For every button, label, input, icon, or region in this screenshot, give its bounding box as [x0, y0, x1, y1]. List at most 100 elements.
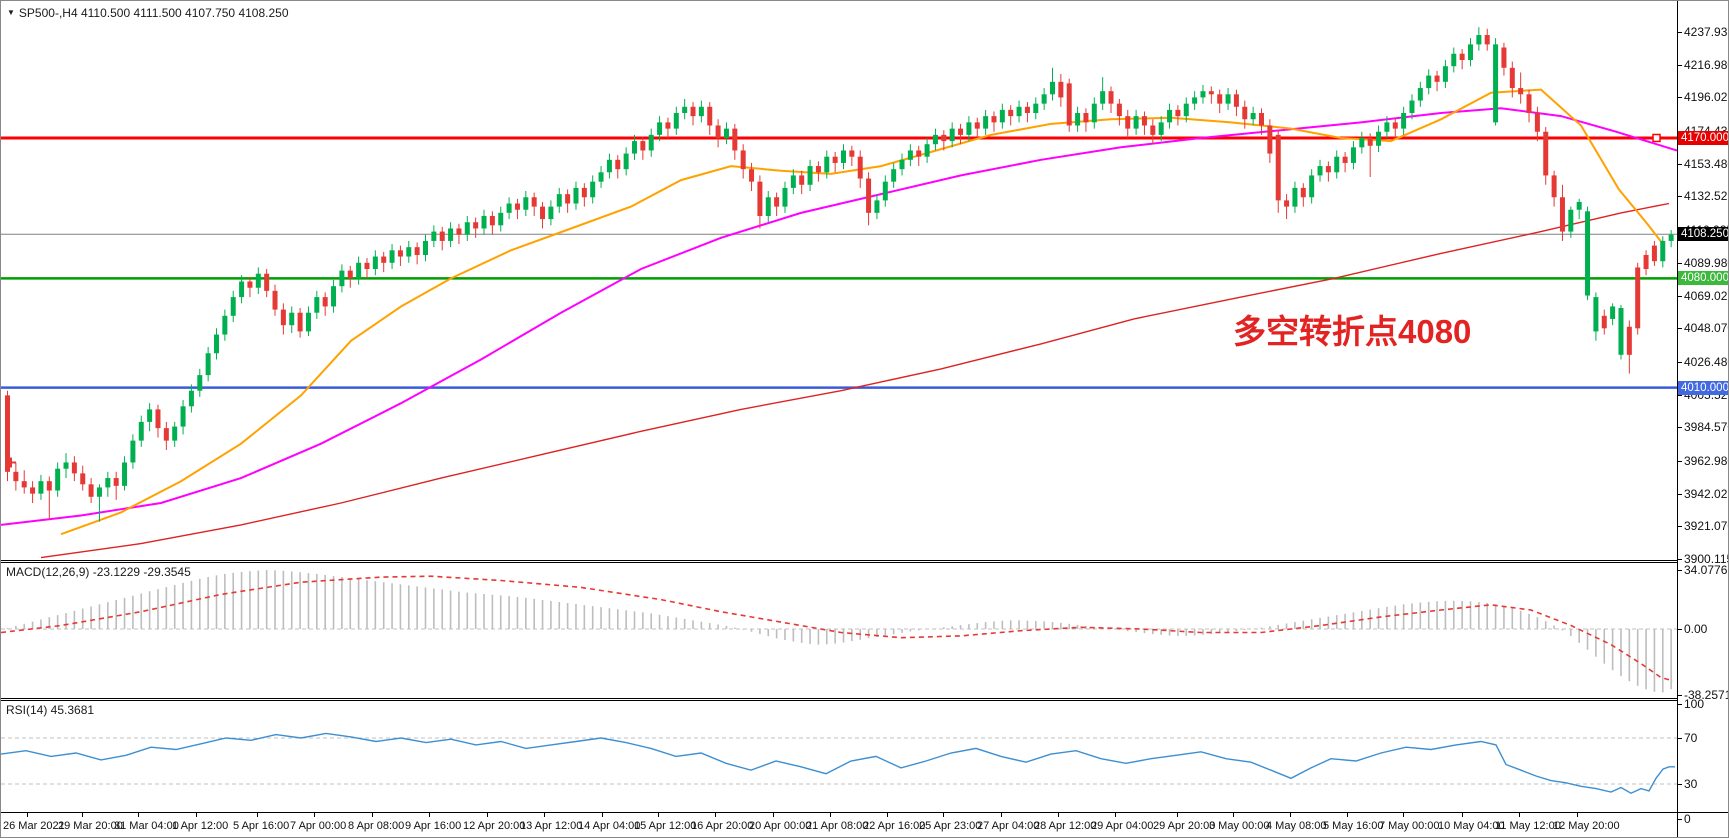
x-axis-label: 9 Apr 16:00	[405, 820, 462, 832]
x-axis-label: 4 May 08:00	[1266, 820, 1327, 832]
candle-body	[247, 281, 253, 288]
candle-body	[1075, 113, 1081, 126]
candle-body	[122, 462, 128, 486]
y-axis-label: 30	[1684, 777, 1698, 791]
candle-body	[874, 200, 880, 213]
candle-body	[1468, 44, 1473, 60]
candle-body	[222, 315, 228, 335]
candle-body	[1509, 67, 1515, 89]
candle-body	[1551, 175, 1557, 198]
candle-body	[414, 247, 420, 255]
price-label-red-4170[interactable]: 4170.000	[1678, 131, 1728, 145]
pane-separator[interactable]	[1, 560, 1678, 561]
candle-body	[1066, 83, 1072, 126]
pane-separator[interactable]	[1, 698, 1678, 699]
candle-body	[723, 128, 729, 138]
candle-body	[1024, 106, 1030, 114]
price-label-green-4080[interactable]: 4080.000	[1678, 271, 1728, 286]
candle-body	[1133, 116, 1139, 129]
candle-body	[331, 286, 337, 307]
y-axis-label: 3962.980	[1684, 453, 1728, 468]
current-price-label[interactable]: 4108.250	[1678, 227, 1728, 242]
y-axis-label: 4048.070	[1684, 321, 1728, 336]
time-axis-tick	[1403, 813, 1404, 817]
time-axis-tick	[196, 813, 197, 817]
time-axis-tick	[887, 813, 888, 817]
candle-body	[1284, 200, 1290, 207]
candle-body	[46, 481, 52, 491]
candle-body	[1259, 113, 1264, 126]
rsi-pane[interactable]	[1, 700, 1677, 812]
axis-tick	[1677, 295, 1682, 297]
candle-body	[1100, 91, 1106, 104]
candle-body	[999, 109, 1005, 123]
candle-body	[1442, 66, 1448, 82]
macd-indicator-label: MACD(12,26,9) -23.1229 -29.3545	[6, 565, 191, 579]
candle-body	[1317, 166, 1323, 176]
x-axis-label: 22 Apr 16:00	[863, 820, 926, 832]
main-price-pane[interactable]	[1, 1, 1677, 560]
candle-body	[857, 156, 863, 179]
axis-tick	[1677, 818, 1682, 820]
candle-body	[280, 309, 286, 326]
candle-body	[289, 312, 295, 326]
ma-slow-line	[40, 202, 1670, 559]
symbol-ohlc-header: ▼ SP500-,H4 4110.500 4111.500 4107.750 41…	[7, 6, 289, 20]
candle-body	[364, 262, 370, 270]
candle-body	[665, 122, 671, 129]
candle-body	[807, 166, 813, 185]
axis-tick	[1677, 328, 1682, 330]
candle-body	[949, 128, 955, 142]
candle-body	[1167, 109, 1173, 123]
candle-body	[765, 197, 771, 216]
x-axis-label: 7 May 00:00	[1379, 820, 1440, 832]
time-axis-tick	[830, 813, 831, 817]
x-axis-label: 20 Apr 00:00	[749, 820, 812, 832]
x-axis-label: 31 Mar 04:00	[114, 820, 179, 832]
candle-body	[5, 395, 10, 472]
trendline-handle[interactable]	[1652, 133, 1661, 143]
candle-body	[707, 106, 713, 126]
candle-body	[1668, 234, 1674, 241]
axis-tick	[1677, 427, 1682, 429]
candle-body	[907, 150, 913, 160]
candle-body	[1183, 103, 1189, 117]
candle-body	[1250, 113, 1256, 120]
time-axis-tick	[372, 813, 373, 817]
time-axis-tick	[1577, 813, 1578, 817]
candle-body	[1367, 137, 1373, 146]
candle-body	[1643, 254, 1649, 270]
y-axis-label: 4196.025	[1684, 90, 1728, 105]
candle-body	[581, 187, 587, 198]
candle-body	[130, 440, 136, 463]
rsi-indicator-label: RSI(14) 45.3681	[6, 703, 95, 717]
header-text: SP500-,H4 4110.500 4111.500 4107.750 410…	[18, 6, 289, 20]
candle-body	[1058, 81, 1064, 98]
candle-body	[1635, 267, 1641, 329]
chart-annotation-text[interactable]: 多空转折点4080	[1233, 313, 1472, 350]
macd-pane[interactable]	[1, 562, 1677, 698]
candle-body	[1225, 94, 1231, 104]
axis-tick	[1677, 97, 1682, 99]
candle-body	[849, 150, 855, 157]
y-axis-label: 4026.480	[1684, 354, 1728, 369]
x-axis-label: 16 Apr 20:00	[691, 820, 754, 832]
candle-body	[473, 222, 479, 229]
candle-body	[464, 222, 470, 235]
price-label-blue-4010[interactable]: 4010.000	[1678, 380, 1728, 395]
candle-body	[188, 390, 194, 407]
candle-body	[565, 194, 571, 204]
time-axis-tick	[1233, 813, 1234, 817]
candle-body	[1342, 156, 1348, 163]
candle-body	[732, 128, 738, 151]
ma-mid-line	[1, 107, 1677, 526]
candle-body	[456, 228, 462, 235]
pane-separator	[1, 562, 1678, 563]
chevron-down-icon[interactable]: ▼	[7, 8, 15, 17]
ma-fast-line	[60, 88, 1664, 536]
candle-body	[932, 134, 938, 145]
candle-body	[1585, 211, 1591, 296]
axis-tick	[1677, 695, 1682, 697]
candles[interactable]	[5, 27, 1674, 522]
x-axis-label: 29 Apr 20:00	[1153, 820, 1216, 832]
